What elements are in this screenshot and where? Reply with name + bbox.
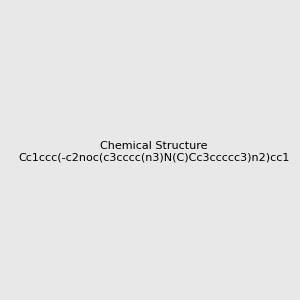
Text: Chemical Structure
Cc1ccc(-c2noc(c3cccc(n3)N(C)Cc3ccccc3)n2)cc1: Chemical Structure Cc1ccc(-c2noc(c3cccc(… xyxy=(18,141,290,162)
